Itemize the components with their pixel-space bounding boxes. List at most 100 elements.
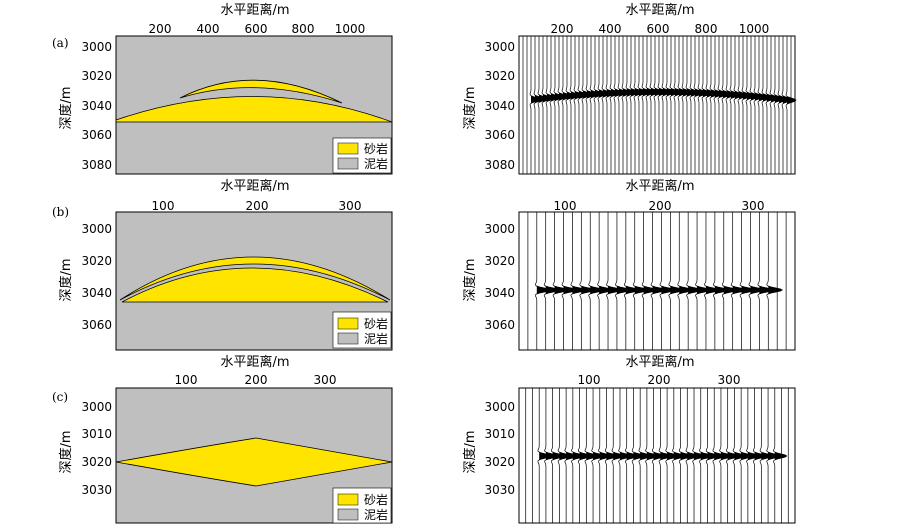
seismic-trace-fill xyxy=(599,281,614,299)
panel-label: (a) xyxy=(52,36,69,50)
seismic-trace xyxy=(579,212,597,350)
x-tick: 300 xyxy=(314,373,337,387)
seismic-trace xyxy=(597,212,614,350)
seismic-trace xyxy=(709,36,721,174)
y-tick-labels: 3000 3020 3040 3060 xyxy=(81,222,112,332)
x-tick: 300 xyxy=(718,373,741,387)
x-tick: 200 xyxy=(649,199,672,213)
seismic-trace-fill xyxy=(599,447,612,465)
seismic-trace xyxy=(606,212,623,350)
seismic-trace xyxy=(543,212,561,350)
seismic-trace-fill xyxy=(572,447,585,465)
x-tick-labels: 100 200 300 xyxy=(152,199,362,213)
seismic-trace-fill xyxy=(714,447,727,465)
seismic-trace-fill xyxy=(754,447,767,465)
seismic-trace xyxy=(681,36,693,174)
seismic-trace-fill xyxy=(640,447,653,465)
seismic-trace-fill xyxy=(586,447,599,465)
seismic-trace-fill xyxy=(619,447,632,465)
seismic-trace-fill xyxy=(774,447,787,465)
x-tick: 100 xyxy=(175,373,198,387)
seismic-trace-fill xyxy=(625,281,640,299)
y-tick: 3040 xyxy=(81,286,112,300)
seismic-trace xyxy=(585,36,597,174)
seismic-trace-fill xyxy=(694,447,707,465)
seismic-trace-fill xyxy=(653,447,666,465)
seismic-trace-fill xyxy=(626,447,639,465)
geology-model-panel: 砂岩 泥岩 xyxy=(115,35,393,175)
legend-sand-label: 砂岩 xyxy=(364,492,388,507)
legend-sand-label: 砂岩 xyxy=(364,316,388,331)
geology-model-panel: 砂岩 泥岩 xyxy=(115,211,393,351)
x-tick: 300 xyxy=(742,199,765,213)
seismic-frame xyxy=(518,211,796,351)
legend: 砂岩 泥岩 xyxy=(332,137,392,174)
seismic-trace xyxy=(597,36,609,174)
y-tick-labels: 3000 3020 3040 3060 3080 xyxy=(81,40,112,172)
seismic-trace xyxy=(577,36,589,174)
seismic-section-panel xyxy=(518,35,797,175)
seismic-trace-fill xyxy=(680,447,693,465)
x-tick: 300 xyxy=(339,199,362,213)
seismic-trace xyxy=(748,212,766,350)
seismic-trace xyxy=(549,36,561,174)
seismic-trace xyxy=(717,36,729,174)
seismic-trace xyxy=(553,36,565,174)
x-tick: 1000 xyxy=(335,22,366,36)
seismic-trace xyxy=(589,36,601,174)
seismic-x-axis-title: 水平距离/m xyxy=(625,2,694,18)
legend-sand-label: 砂岩 xyxy=(364,141,388,156)
sandstone-lower-body xyxy=(115,96,393,123)
x-tick: 800 xyxy=(695,22,718,36)
legend-mud-label: 泥岩 xyxy=(364,156,388,171)
y-tick: 3040 xyxy=(484,99,515,113)
row-c: 水平距离/m (c) 100 200 300 3000 3010 3020 30… xyxy=(52,354,796,524)
seismic-trace-fill xyxy=(705,281,720,299)
sandstone-upper-lens xyxy=(179,79,343,104)
seismic-trace-fill xyxy=(563,281,578,299)
seismic-trace-fill xyxy=(747,447,760,465)
y-tick: 3000 xyxy=(81,40,112,54)
seismic-trace-fill xyxy=(545,447,558,465)
legend-mud-swatch xyxy=(337,508,359,521)
seismic-trace-fill xyxy=(559,447,572,465)
sandstone-lower-body xyxy=(121,267,389,303)
seismic-trace xyxy=(541,36,553,174)
seismic-trace-fill xyxy=(652,281,667,299)
seismic-trace-fill xyxy=(741,281,756,299)
seismic-trace-fill xyxy=(688,281,703,299)
seismic-trace-fill xyxy=(566,447,579,465)
seismic-trace-fill xyxy=(679,281,694,299)
y-tick: 3000 xyxy=(484,40,515,54)
seismic-trace-fill xyxy=(552,447,565,465)
panel-label: (c) xyxy=(52,390,68,404)
legend: 砂岩 泥岩 xyxy=(332,311,392,349)
seismic-trace-fill xyxy=(536,281,551,299)
x-tick: 100 xyxy=(554,199,577,213)
geology-model-panel: 砂岩 泥岩 xyxy=(115,387,393,524)
legend-mud-swatch xyxy=(337,332,359,345)
seismic-trace xyxy=(693,36,705,174)
seismic-trace-fill xyxy=(613,447,626,465)
seismic-trace xyxy=(685,36,697,174)
x-tick: 200 xyxy=(245,373,268,387)
seismic-trace-fill xyxy=(697,281,712,299)
seismic-trace-fill xyxy=(572,281,587,299)
x-tick: 400 xyxy=(197,22,220,36)
legend-mud-label: 泥岩 xyxy=(364,507,388,522)
seismic-trace xyxy=(637,36,649,174)
y-tick: 3010 xyxy=(484,427,515,441)
row-a: 水平距离/m (a) 200 400 600 800 1000 3000 302… xyxy=(52,2,797,175)
seismic-trace xyxy=(695,212,712,350)
seismic-trace-fill xyxy=(700,447,713,465)
seismic-trace xyxy=(552,212,570,350)
seismic-trace xyxy=(713,36,725,174)
panel-label: (b) xyxy=(52,205,69,219)
seismic-trace xyxy=(629,36,641,174)
seismic-trace xyxy=(649,36,661,174)
legend: 砂岩 泥岩 xyxy=(332,487,392,524)
seismic-trace-fill xyxy=(667,447,680,465)
y-tick: 3020 xyxy=(81,254,112,268)
x-tick: 200 xyxy=(648,373,671,387)
y-tick: 3060 xyxy=(81,128,112,142)
